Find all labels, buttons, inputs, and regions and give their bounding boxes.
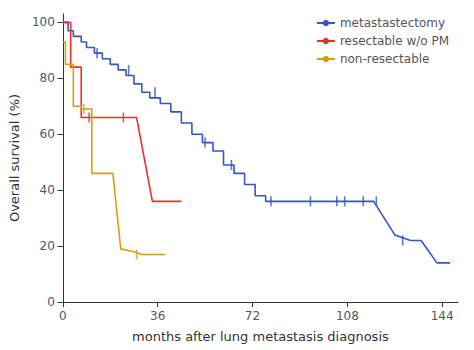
svg-text:metastastectomy: metastastectomy xyxy=(340,16,445,30)
svg-text:Overall survival (%): Overall survival (%) xyxy=(7,94,22,222)
svg-text:months after lung metastasis d: months after lung metastasis diagnosis xyxy=(132,329,389,344)
svg-text:non-resectable: non-resectable xyxy=(340,52,430,66)
svg-text:36: 36 xyxy=(150,309,165,323)
svg-text:144: 144 xyxy=(431,309,454,323)
svg-text:40: 40 xyxy=(40,183,55,197)
svg-text:60: 60 xyxy=(40,127,55,141)
svg-text:80: 80 xyxy=(40,71,55,85)
svg-text:100: 100 xyxy=(32,15,55,29)
svg-text:20: 20 xyxy=(40,239,55,253)
svg-text:resectable w/o PM: resectable w/o PM xyxy=(340,34,449,48)
svg-text:0: 0 xyxy=(59,309,67,323)
svg-text:72: 72 xyxy=(245,309,260,323)
svg-text:0: 0 xyxy=(47,295,55,309)
svg-text:108: 108 xyxy=(336,309,359,323)
